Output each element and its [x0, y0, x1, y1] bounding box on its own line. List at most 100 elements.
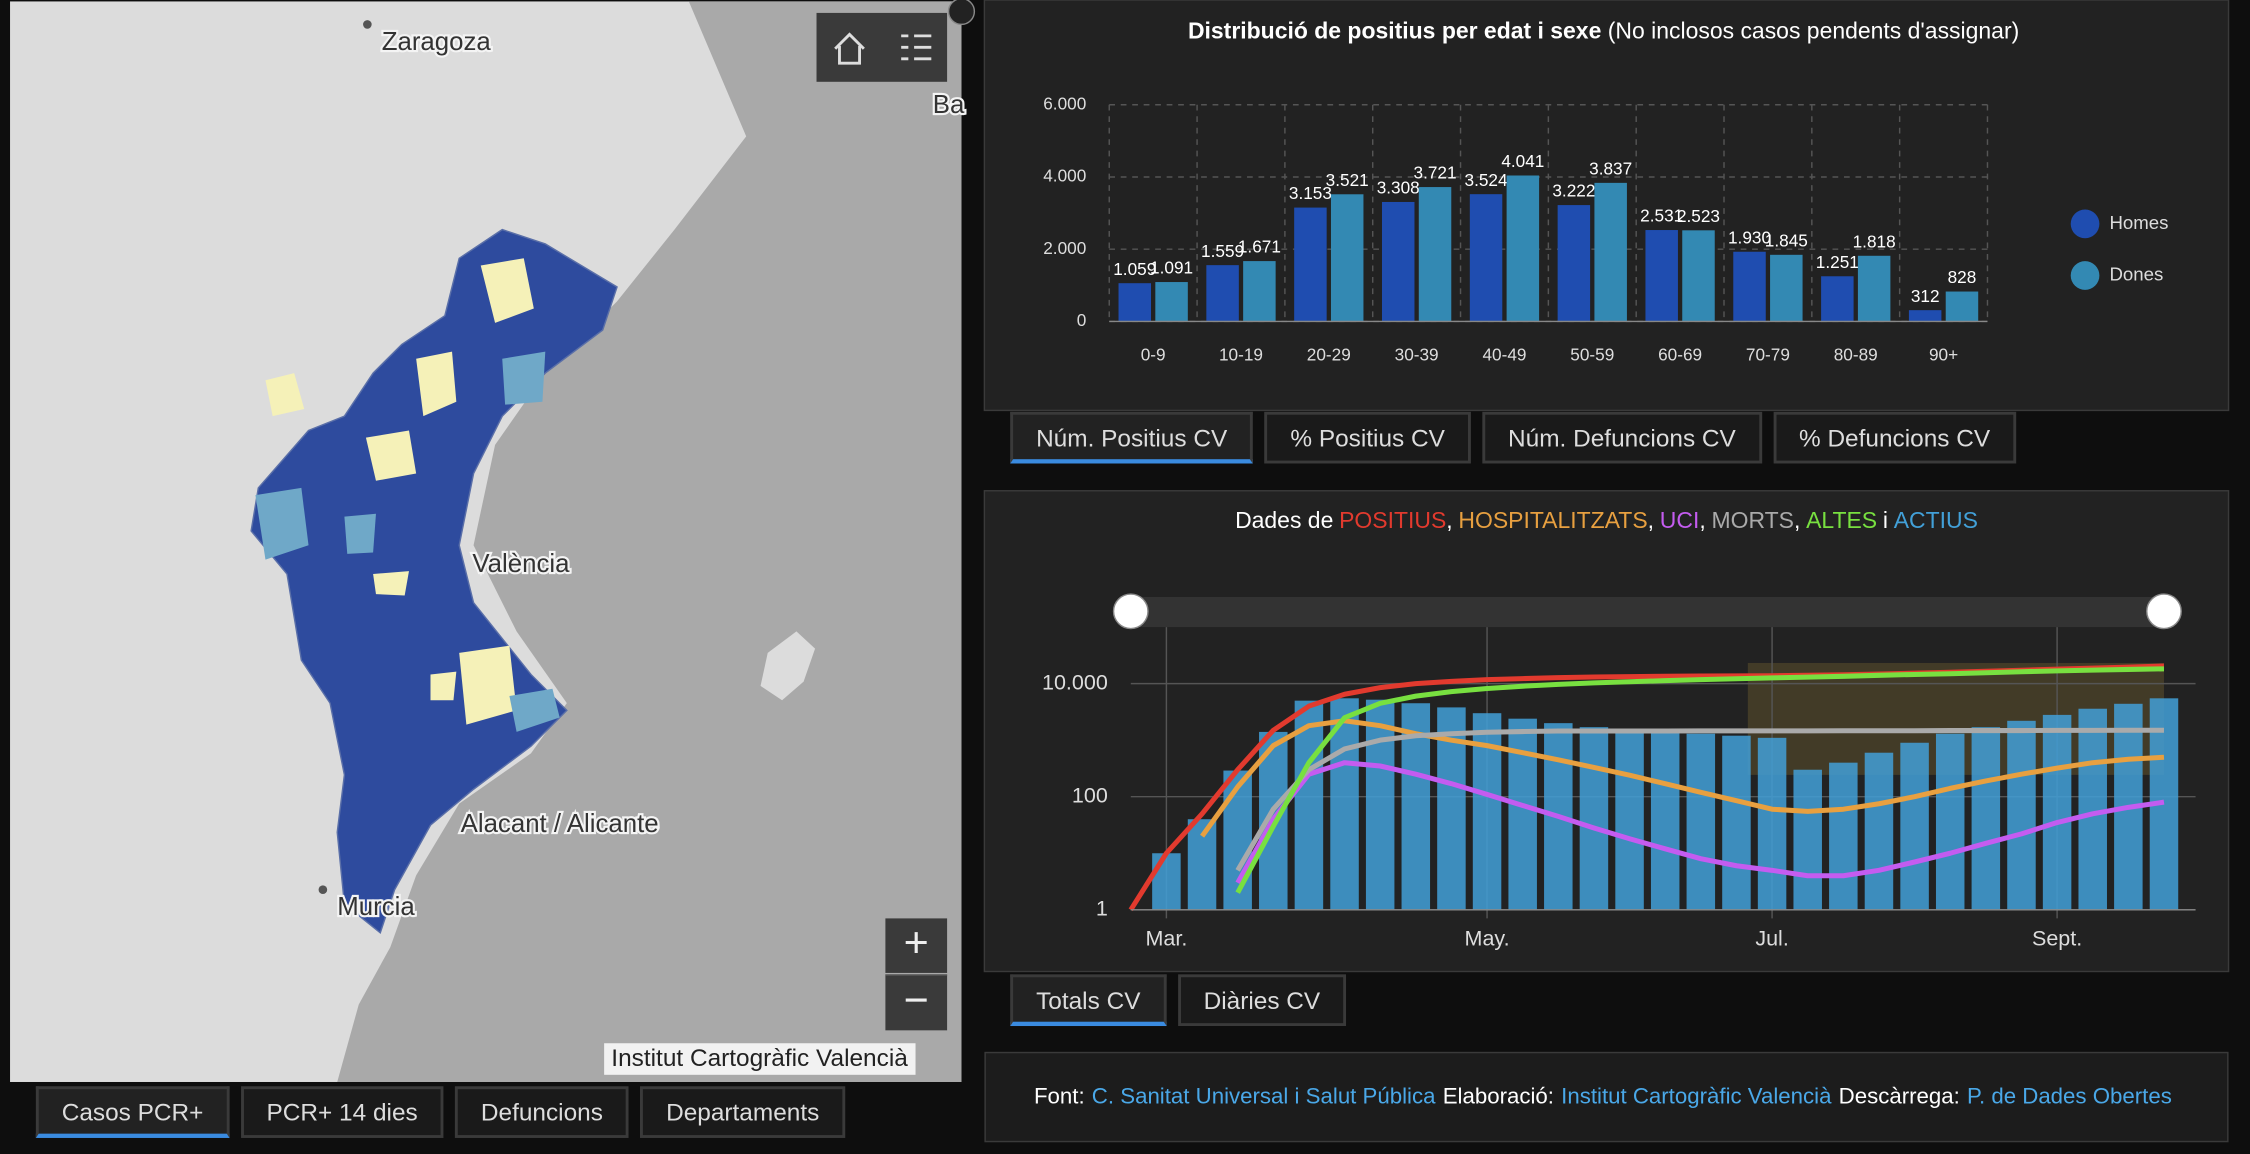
- tab[interactable]: Diàries CV: [1177, 974, 1347, 1027]
- y-tick-label: 100: [1072, 783, 1108, 807]
- bar: [1864, 752, 1894, 910]
- title-separator: ,: [1699, 509, 1706, 534]
- bar: [1243, 261, 1276, 322]
- legend-marker: [2070, 209, 2100, 239]
- bar: [1682, 230, 1715, 322]
- line: [1235, 666, 2165, 894]
- y-tick-label: 0: [1077, 310, 1087, 330]
- bar: [1645, 230, 1678, 322]
- attribution: Institut Cartogràfic Valencià: [604, 1043, 915, 1075]
- y-tick-label: 2.000: [1043, 238, 1086, 258]
- bar: [1330, 194, 1364, 322]
- value-label: 1.671: [1238, 237, 1281, 257]
- slider-handle[interactable]: [2146, 593, 2182, 630]
- home-icon[interactable]: [834, 32, 865, 65]
- value-label: 3.222: [1552, 181, 1595, 201]
- value-label: 4.041: [1501, 151, 1544, 171]
- line: [1200, 718, 2165, 838]
- place-label: València: [472, 550, 570, 578]
- y-tick-label: 10.000: [1042, 670, 1108, 694]
- value-label: 1.845: [1765, 230, 1808, 250]
- tab[interactable]: % Defuncions CV: [1773, 411, 2016, 464]
- map-patches: [265, 258, 534, 725]
- bar: [1733, 251, 1766, 322]
- title-separator: ,: [1647, 509, 1655, 534]
- zoom-in[interactable]: +: [885, 918, 948, 973]
- x-tick-label: Mar.: [1145, 927, 1187, 951]
- sea: [337, 1, 962, 1082]
- bar: [2042, 714, 2072, 910]
- x-tick-label: 0-9: [1141, 344, 1166, 364]
- place-label: Zaragoza: [382, 28, 492, 56]
- bar: [1945, 291, 1979, 322]
- x-tick-label: 50-59: [1570, 344, 1614, 364]
- tab[interactable]: PCR+ 14 dies: [240, 1086, 444, 1138]
- bar: [1908, 310, 1942, 322]
- place-label: Ba: [933, 91, 965, 119]
- footer-label: Elaboració:: [1442, 1084, 1554, 1109]
- value-label: 3.308: [1377, 178, 1420, 198]
- tab[interactable]: Defuncions: [455, 1086, 629, 1138]
- bar: [1821, 276, 1854, 322]
- bar: [1152, 853, 1181, 910]
- line: [1235, 727, 2164, 872]
- value-label: 828: [1948, 267, 1977, 287]
- tab[interactable]: Casos PCR+: [35, 1086, 230, 1138]
- layers-icon[interactable]: [901, 34, 932, 61]
- map-tabs: Casos PCR+ PCR+ 14 dies Defuncions Departam…: [35, 1086, 846, 1138]
- bar: [1223, 770, 1252, 910]
- bar: [1686, 733, 1716, 910]
- x-tick-label: 40-49: [1482, 344, 1526, 364]
- tab[interactable]: Núm. Positius CV: [1010, 411, 1254, 464]
- bar: [1118, 283, 1152, 322]
- place-label: Alacant / Alicante: [461, 810, 659, 838]
- footer-link[interactable]: Institut Cartogràfic Valencià: [1561, 1084, 1832, 1109]
- bar: [1722, 735, 1751, 910]
- bar: [1579, 727, 1609, 910]
- x-tick-label: Jul.: [1755, 927, 1788, 951]
- bar: [1506, 175, 1540, 322]
- y-tick-label: 1: [1096, 896, 1108, 920]
- bar: [1557, 205, 1591, 322]
- place-label: Murcia: [337, 893, 415, 921]
- x-tick-label: 30-39: [1395, 344, 1439, 364]
- tab[interactable]: Departaments: [640, 1086, 846, 1138]
- tab[interactable]: % Positius CV: [1264, 411, 1471, 464]
- slider-handle[interactable]: [1112, 593, 1149, 630]
- value-label: 1.059: [1113, 259, 1156, 279]
- region-map[interactable]: [250, 228, 618, 934]
- value-label: 1.251: [1816, 252, 1859, 272]
- y-tick-label: 4.000: [1043, 166, 1086, 186]
- footer-link[interactable]: P. de Dades Obertes: [1967, 1084, 2172, 1109]
- title-separator: ,: [1793, 509, 1801, 534]
- bar: [1418, 187, 1452, 322]
- zoom-out[interactable]: −: [885, 974, 948, 1031]
- bar: [1294, 207, 1327, 322]
- tab[interactable]: Totals CV: [1010, 974, 1167, 1027]
- footer-link[interactable]: C. Sanitat Universal i Salut Pública: [1091, 1084, 1436, 1109]
- x-tick-label: 90+: [1929, 344, 1958, 364]
- line-title: Dades de POSITIUS, HOSPITALITZATS, UCI, MORT…: [984, 509, 2228, 535]
- expand-button[interactable]: [947, 0, 976, 26]
- subtitle: (No inclosos casos pendents d'assignar): [1607, 20, 2020, 45]
- legend-label: Dones: [2109, 263, 2163, 284]
- bar: [1365, 699, 1395, 910]
- x-tick-label: 60-69: [1658, 344, 1702, 364]
- bar: [1650, 731, 1680, 910]
- bar: [1971, 727, 2001, 910]
- range-slider[interactable]: [1130, 596, 2164, 628]
- bar: [1793, 769, 1822, 910]
- bar: [1757, 737, 1787, 910]
- value-label: 3.521: [1326, 170, 1369, 190]
- x-tick-label: May.: [1465, 927, 1510, 951]
- legend-label: Homes: [2109, 212, 2168, 233]
- title-series: HOSPITALITZATS: [1458, 509, 1648, 534]
- bar: [1469, 194, 1503, 322]
- title-prefix: Dades de: [1235, 509, 1334, 534]
- title-series: MORTS: [1711, 509, 1794, 534]
- value-label: 2.523: [1677, 206, 1720, 226]
- tab[interactable]: Núm. Defuncions CV: [1482, 411, 1762, 464]
- bar: [1829, 762, 1858, 910]
